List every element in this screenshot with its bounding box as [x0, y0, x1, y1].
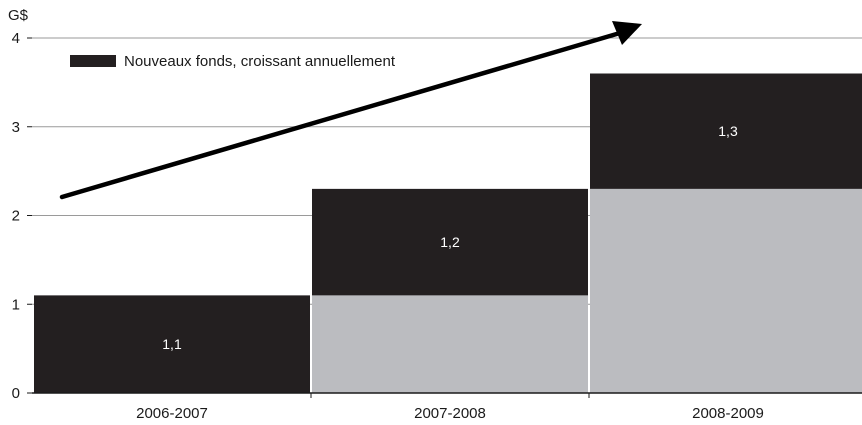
bar-existing-funds	[590, 188, 862, 393]
y-tick-label: 1	[12, 296, 20, 313]
bar-new-funds	[590, 73, 862, 189]
legend-label: Nouveaux fonds, croissant annuellement	[124, 53, 396, 70]
data-label: 1,2	[440, 234, 460, 250]
x-tick-label: 2008-2009	[692, 405, 764, 422]
trend-arrow	[59, 21, 642, 200]
data-labels: 1,1 1,2 1,3	[162, 123, 738, 352]
y-tick-label: 2	[12, 208, 20, 225]
x-tick-labels: 2006-2007 2007-2008 2008-2009	[136, 393, 764, 422]
x-tick-label: 2006-2007	[136, 405, 208, 422]
y-axis-unit: G$	[8, 7, 29, 24]
bar-existing-funds	[312, 295, 588, 393]
legend: Nouveaux fonds, croissant annuellement	[70, 53, 396, 70]
trend-arrow-line	[59, 30, 623, 200]
legend-swatch	[70, 55, 116, 67]
y-tick-label: 3	[12, 119, 20, 136]
bar-new-funds	[312, 188, 588, 296]
bars	[34, 73, 862, 393]
trend-arrow-head	[612, 21, 642, 45]
y-tick-label: 4	[12, 30, 20, 47]
y-tick-label: 0	[12, 385, 20, 402]
data-label: 1,3	[718, 123, 738, 139]
y-tick-labels: 0 1 2 3 4	[12, 30, 20, 402]
data-label: 1,1	[162, 336, 182, 352]
bar-new-funds	[34, 295, 310, 393]
x-tick-label: 2007-2008	[414, 405, 486, 422]
